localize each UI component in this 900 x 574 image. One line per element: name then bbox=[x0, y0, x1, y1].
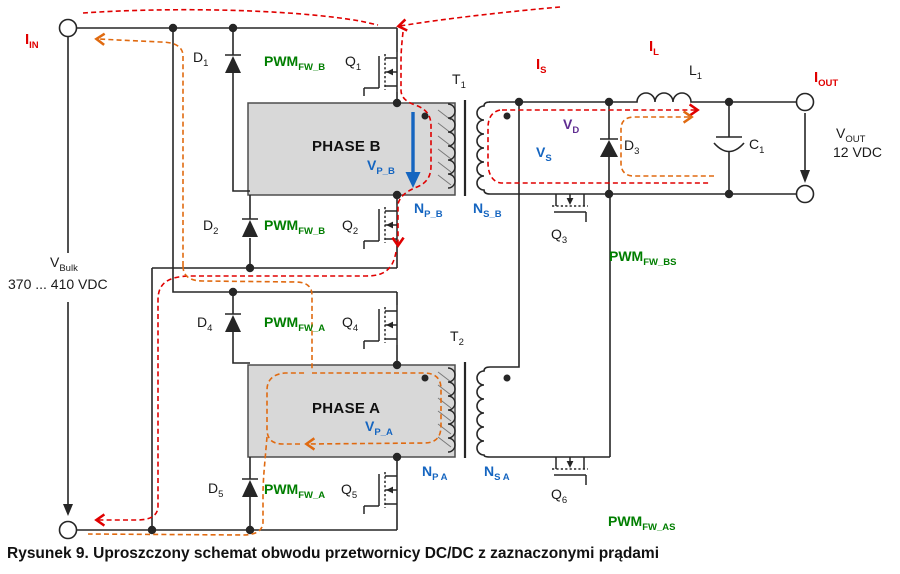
label-i-s: IS bbox=[536, 56, 547, 76]
vpb-arrow bbox=[405, 112, 421, 188]
diode-d4 bbox=[225, 315, 241, 332]
phase-a-block bbox=[247, 364, 456, 458]
label-pwm-fw-a-q4: PWMFW_A bbox=[264, 314, 326, 334]
label-pwm-fw-a-q5: PWMFW_A bbox=[264, 481, 326, 501]
label-v-out-value: 12 VDC bbox=[833, 144, 883, 160]
label-q3: Q3 bbox=[551, 226, 568, 246]
polarity-dot bbox=[503, 374, 511, 382]
label-v-p-b: VP_B bbox=[367, 157, 395, 177]
mosfet-q3 bbox=[551, 193, 589, 223]
terminals bbox=[58, 18, 815, 540]
label-i-l: IL bbox=[649, 38, 659, 58]
label-v-d: VD bbox=[563, 116, 580, 136]
diode-d1 bbox=[225, 56, 241, 73]
label-v-s: VS bbox=[536, 144, 552, 164]
current-path-orange bbox=[87, 32, 714, 536]
label-d4: D4 bbox=[197, 314, 213, 334]
label-pwm-fw-b-q1: PWMFW_B bbox=[264, 53, 326, 73]
label-i-out: IOUT bbox=[814, 69, 839, 89]
label-d5: D5 bbox=[208, 480, 224, 500]
mosfet-q2 bbox=[363, 204, 398, 250]
label-pwm-fw-bs: PWMFW_BS bbox=[609, 248, 677, 268]
label-q2: Q2 bbox=[342, 217, 359, 237]
terminal-input-minus bbox=[58, 520, 78, 540]
terminal-input-plus bbox=[58, 18, 78, 38]
inductor-l1 bbox=[489, 92, 796, 103]
label-d3: D3 bbox=[624, 137, 640, 157]
terminal-output-plus bbox=[795, 92, 815, 112]
label-t1: T1 bbox=[452, 71, 466, 91]
label-n-s-a: NS A bbox=[484, 463, 510, 483]
polarity-dot bbox=[421, 374, 429, 382]
label-q5: Q5 bbox=[341, 481, 358, 501]
label-t2: T2 bbox=[450, 328, 464, 348]
label-v-out: VOUT bbox=[836, 125, 866, 145]
label-q1: Q1 bbox=[345, 53, 362, 73]
label-phase-a: PHASE A bbox=[312, 400, 381, 417]
diode-d5 bbox=[242, 480, 258, 497]
diode-d3-stem bbox=[600, 102, 618, 194]
winding-ns-a bbox=[476, 102, 611, 458]
label-q4: Q4 bbox=[342, 314, 359, 334]
label-v-bulk-range: 370 ... 410 VDC bbox=[8, 276, 108, 292]
polarity-dot bbox=[503, 112, 511, 120]
winding-ns-b bbox=[476, 101, 491, 195]
polarity-dot bbox=[421, 112, 429, 120]
label-pwm-fw-as: PWMFW_AS bbox=[608, 513, 676, 533]
figure-caption: Rysunek 9. Uproszczony schemat obwodu pr… bbox=[7, 545, 659, 562]
label-n-p-a: NP A bbox=[422, 463, 448, 483]
label-pwm-fw-b-q2: PWMFW_B bbox=[264, 217, 326, 237]
diode-d3 bbox=[600, 140, 618, 157]
winding-np-a bbox=[447, 367, 456, 453]
label-d2: D2 bbox=[203, 217, 219, 237]
label-q6: Q6 bbox=[551, 486, 568, 506]
mosfet-q1 bbox=[363, 51, 398, 97]
label-n-s-b: NS_B bbox=[473, 200, 502, 220]
junction-dots bbox=[147, 23, 734, 535]
winding-np-b bbox=[447, 103, 456, 189]
winding-hatch bbox=[437, 109, 452, 448]
mosfet-q6 bbox=[551, 456, 589, 486]
label-d1: D1 bbox=[193, 49, 209, 69]
label-c1: C1 bbox=[749, 136, 765, 156]
diode-d2 bbox=[242, 220, 258, 237]
label-i-in: IIN bbox=[25, 31, 39, 51]
label-n-p-b: NP_B bbox=[414, 200, 443, 220]
current-path-red bbox=[82, 6, 711, 527]
wires bbox=[67, 27, 806, 531]
vbulk-arrowhead bbox=[63, 504, 73, 516]
capacitor-c1 bbox=[713, 102, 745, 194]
mosfet-q4 bbox=[363, 304, 398, 350]
label-phase-b: PHASE B bbox=[312, 138, 381, 155]
label-v-bulk: VBulk bbox=[50, 254, 78, 274]
terminal-output-minus bbox=[795, 184, 815, 204]
label-v-p-a: VP_A bbox=[365, 418, 393, 438]
vout-arrowhead bbox=[800, 170, 810, 183]
mosfet-q5 bbox=[363, 469, 398, 515]
label-l1: L1 bbox=[689, 62, 703, 82]
phase-b-block bbox=[247, 102, 456, 196]
